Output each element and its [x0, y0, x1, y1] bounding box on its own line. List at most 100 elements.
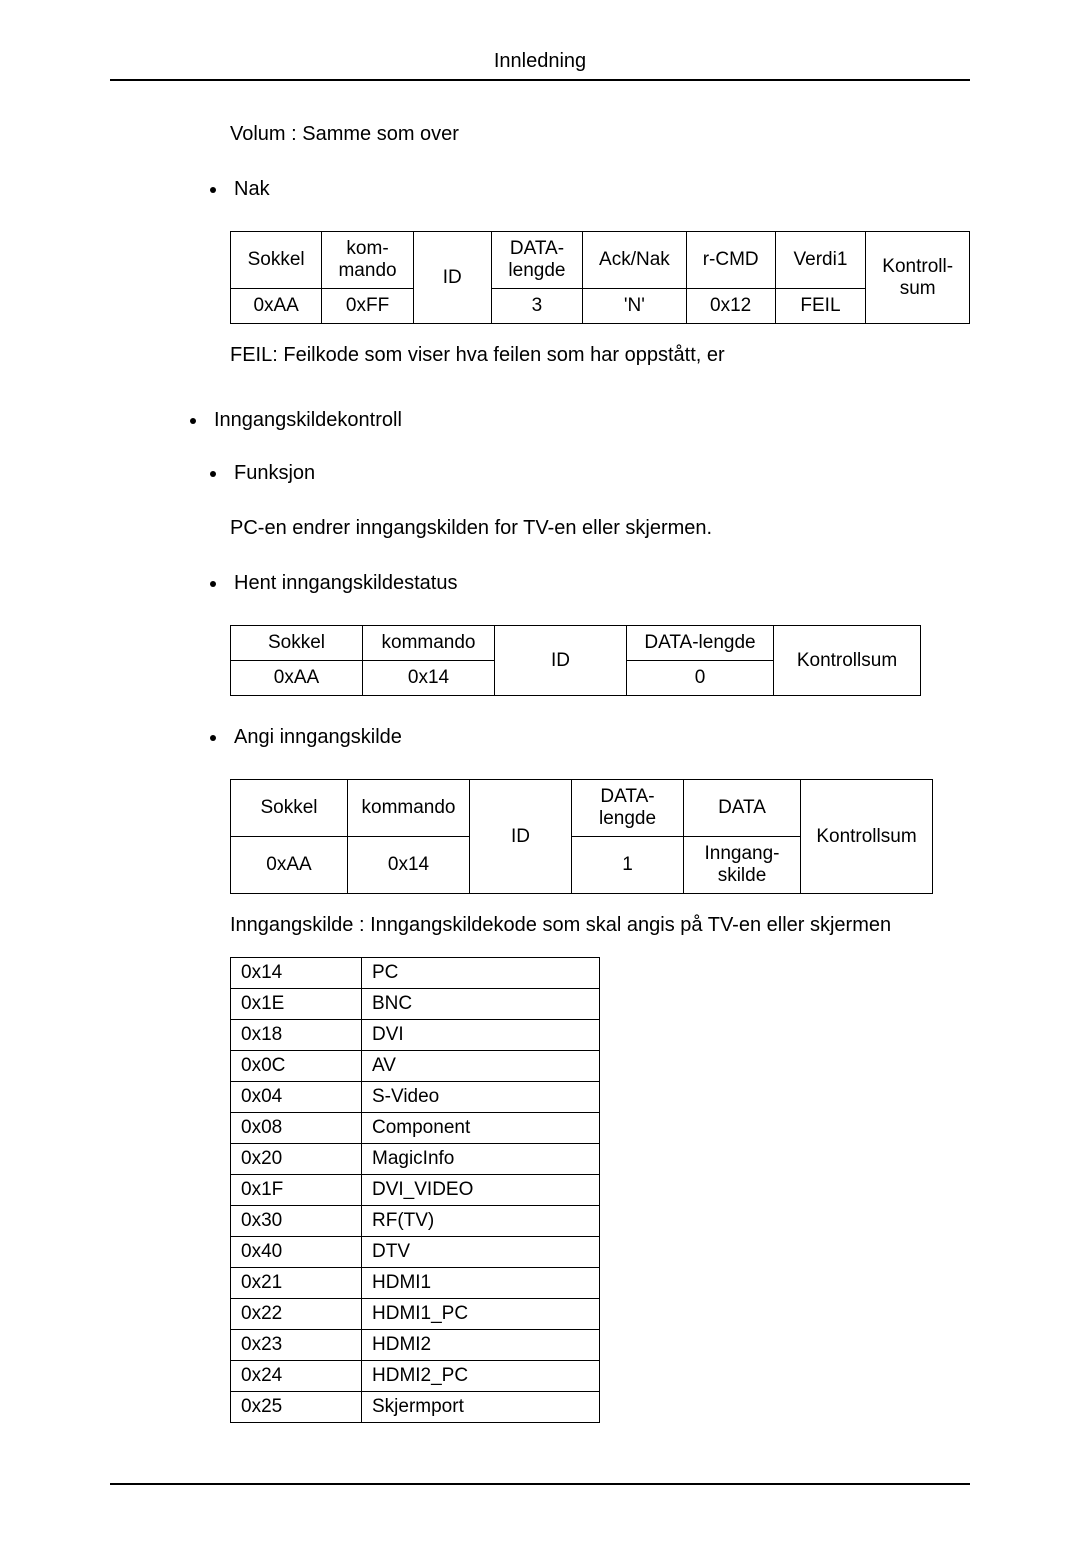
codes-table: 0x14PC0x1EBNC0x18DVI0x0CAV0x04S-Video0x0…	[230, 957, 600, 1423]
table-cell: 0x14	[363, 661, 495, 696]
header-rule	[110, 79, 970, 81]
bullet-inngangskildekontroll: Inngangskildekontroll	[190, 409, 970, 432]
feil-line: FEIL: Feilkode som viser hva feilen som …	[230, 342, 970, 369]
bullet-nak: Nak	[210, 178, 970, 201]
table-cell: FEIL	[775, 289, 866, 324]
table-cell: 0xAA	[231, 661, 363, 696]
table-cell: 0x22	[231, 1299, 362, 1330]
angi-table-wrap: SokkelkommandoIDDATA-lengdeDATAKontrolls…	[230, 779, 970, 894]
table-header-cell: r-CMD	[686, 232, 775, 289]
table-row: 0x21HDMI1	[231, 1268, 600, 1299]
table-cell: HDMI2	[362, 1330, 600, 1361]
table-row: 0x14PC	[231, 958, 600, 989]
table-header-cell: Kontrollsum	[774, 626, 921, 696]
table-cell: HDMI1	[362, 1268, 600, 1299]
table-cell: 0x0C	[231, 1051, 362, 1082]
table-row: 0x1EBNC	[231, 989, 600, 1020]
table-cell: 'N'	[583, 289, 687, 324]
table-header-cell: DATA-lengde	[627, 626, 774, 661]
table-header-cell: Verdi1	[775, 232, 866, 289]
bullet-ikk-label: Inngangskildekontroll	[214, 409, 402, 432]
table-cell: 0x12	[686, 289, 775, 324]
table-cell: 0x40	[231, 1237, 362, 1268]
table-header-cell: ID	[470, 780, 572, 894]
nak-table-wrap: Sokkelkom-mandoIDDATA-lengdeAck/Nakr-CMD…	[230, 231, 970, 324]
table-row: 0x08Component	[231, 1113, 600, 1144]
table-cell: DVI	[362, 1020, 600, 1051]
table-row: 0x18DVI	[231, 1020, 600, 1051]
page: Innledning Volum : Samme som over Nak So…	[0, 0, 1080, 1545]
table-cell: 0x21	[231, 1268, 362, 1299]
table-header-cell: kommando	[348, 780, 470, 837]
table-header-cell: kommando	[363, 626, 495, 661]
table-cell: 0x04	[231, 1082, 362, 1113]
table-header-cell: ID	[413, 232, 491, 324]
angi-note: Inngangskilde : Inngangskildekode som sk…	[230, 912, 970, 939]
table-cell: 0x08	[231, 1113, 362, 1144]
table-row: 0x25Skjermport	[231, 1392, 600, 1423]
nak-table: Sokkelkom-mandoIDDATA-lengdeAck/Nakr-CMD…	[230, 231, 970, 324]
table-cell: 0x24	[231, 1361, 362, 1392]
table-cell: 3	[491, 289, 582, 324]
bullet-angi-label: Angi inngangskilde	[234, 726, 402, 749]
table-cell: 0x23	[231, 1330, 362, 1361]
table-cell: RF(TV)	[362, 1206, 600, 1237]
footer-rule	[110, 1483, 970, 1485]
table-row: 0x0CAV	[231, 1051, 600, 1082]
table-cell: MagicInfo	[362, 1144, 600, 1175]
table-cell: Skjermport	[362, 1392, 600, 1423]
volum-line: Volum : Samme som over	[230, 121, 970, 148]
table-row: 0x20MagicInfo	[231, 1144, 600, 1175]
table-header-cell: DATA	[684, 780, 801, 837]
table-header-cell: Kontroll-sum	[866, 232, 970, 324]
bullet-dot-icon	[210, 735, 216, 741]
table-cell: HDMI2_PC	[362, 1361, 600, 1392]
bullet-funksjon: Funksjon	[210, 462, 970, 485]
table-cell: 0xAA	[231, 289, 322, 324]
bullet-hent-label: Hent inngangskildestatus	[234, 572, 457, 595]
table-header-cell: ID	[495, 626, 627, 696]
table-cell: DTV	[362, 1237, 600, 1268]
table-cell: 0xAA	[231, 837, 348, 894]
table-cell: BNC	[362, 989, 600, 1020]
bullet-dot-icon	[210, 581, 216, 587]
table-cell: 0x20	[231, 1144, 362, 1175]
table-row: 0x22HDMI1_PC	[231, 1299, 600, 1330]
table-cell: AV	[362, 1051, 600, 1082]
table-cell: 0x30	[231, 1206, 362, 1237]
table-header-cell: DATA-lengde	[572, 780, 684, 837]
table-row: 0x40DTV	[231, 1237, 600, 1268]
table-header-cell: DATA-lengde	[491, 232, 582, 289]
table-cell: 0x14	[348, 837, 470, 894]
angi-table: SokkelkommandoIDDATA-lengdeDATAKontrolls…	[230, 779, 933, 894]
table-cell: 0xFF	[322, 289, 413, 324]
table-cell: Inngang-skilde	[684, 837, 801, 894]
table-header-cell: Kontrollsum	[801, 780, 933, 894]
bullet-dot-icon	[210, 471, 216, 477]
bullet-nak-label: Nak	[234, 178, 270, 201]
bullet-funksjon-label: Funksjon	[234, 462, 315, 485]
bullet-hent: Hent inngangskildestatus	[210, 572, 970, 595]
table-cell: 0x25	[231, 1392, 362, 1423]
table-header-cell: Sokkel	[231, 626, 363, 661]
table-row: 0x1FDVI_VIDEO	[231, 1175, 600, 1206]
table-row: 0x23HDMI2	[231, 1330, 600, 1361]
table-cell: PC	[362, 958, 600, 989]
table-row: 0x30RF(TV)	[231, 1206, 600, 1237]
table-cell: Component	[362, 1113, 600, 1144]
hent-table: SokkelkommandoIDDATA-lengdeKontrollsum 0x…	[230, 625, 921, 696]
table-row: 0x24HDMI2_PC	[231, 1361, 600, 1392]
funksjon-text: PC-en endrer inngangskilden for TV-en el…	[230, 515, 970, 542]
table-cell: 1	[572, 837, 684, 894]
table-cell: 0x1E	[231, 989, 362, 1020]
table-cell: DVI_VIDEO	[362, 1175, 600, 1206]
table-cell: 0	[627, 661, 774, 696]
table-row: 0x04S-Video	[231, 1082, 600, 1113]
table-cell: 0x14	[231, 958, 362, 989]
hent-table-wrap: SokkelkommandoIDDATA-lengdeKontrollsum 0x…	[230, 625, 970, 696]
table-header-cell: Ack/Nak	[583, 232, 687, 289]
table-header-cell: kom-mando	[322, 232, 413, 289]
bullet-dot-icon	[210, 187, 216, 193]
bullet-angi: Angi inngangskilde	[210, 726, 970, 749]
table-cell: S-Video	[362, 1082, 600, 1113]
